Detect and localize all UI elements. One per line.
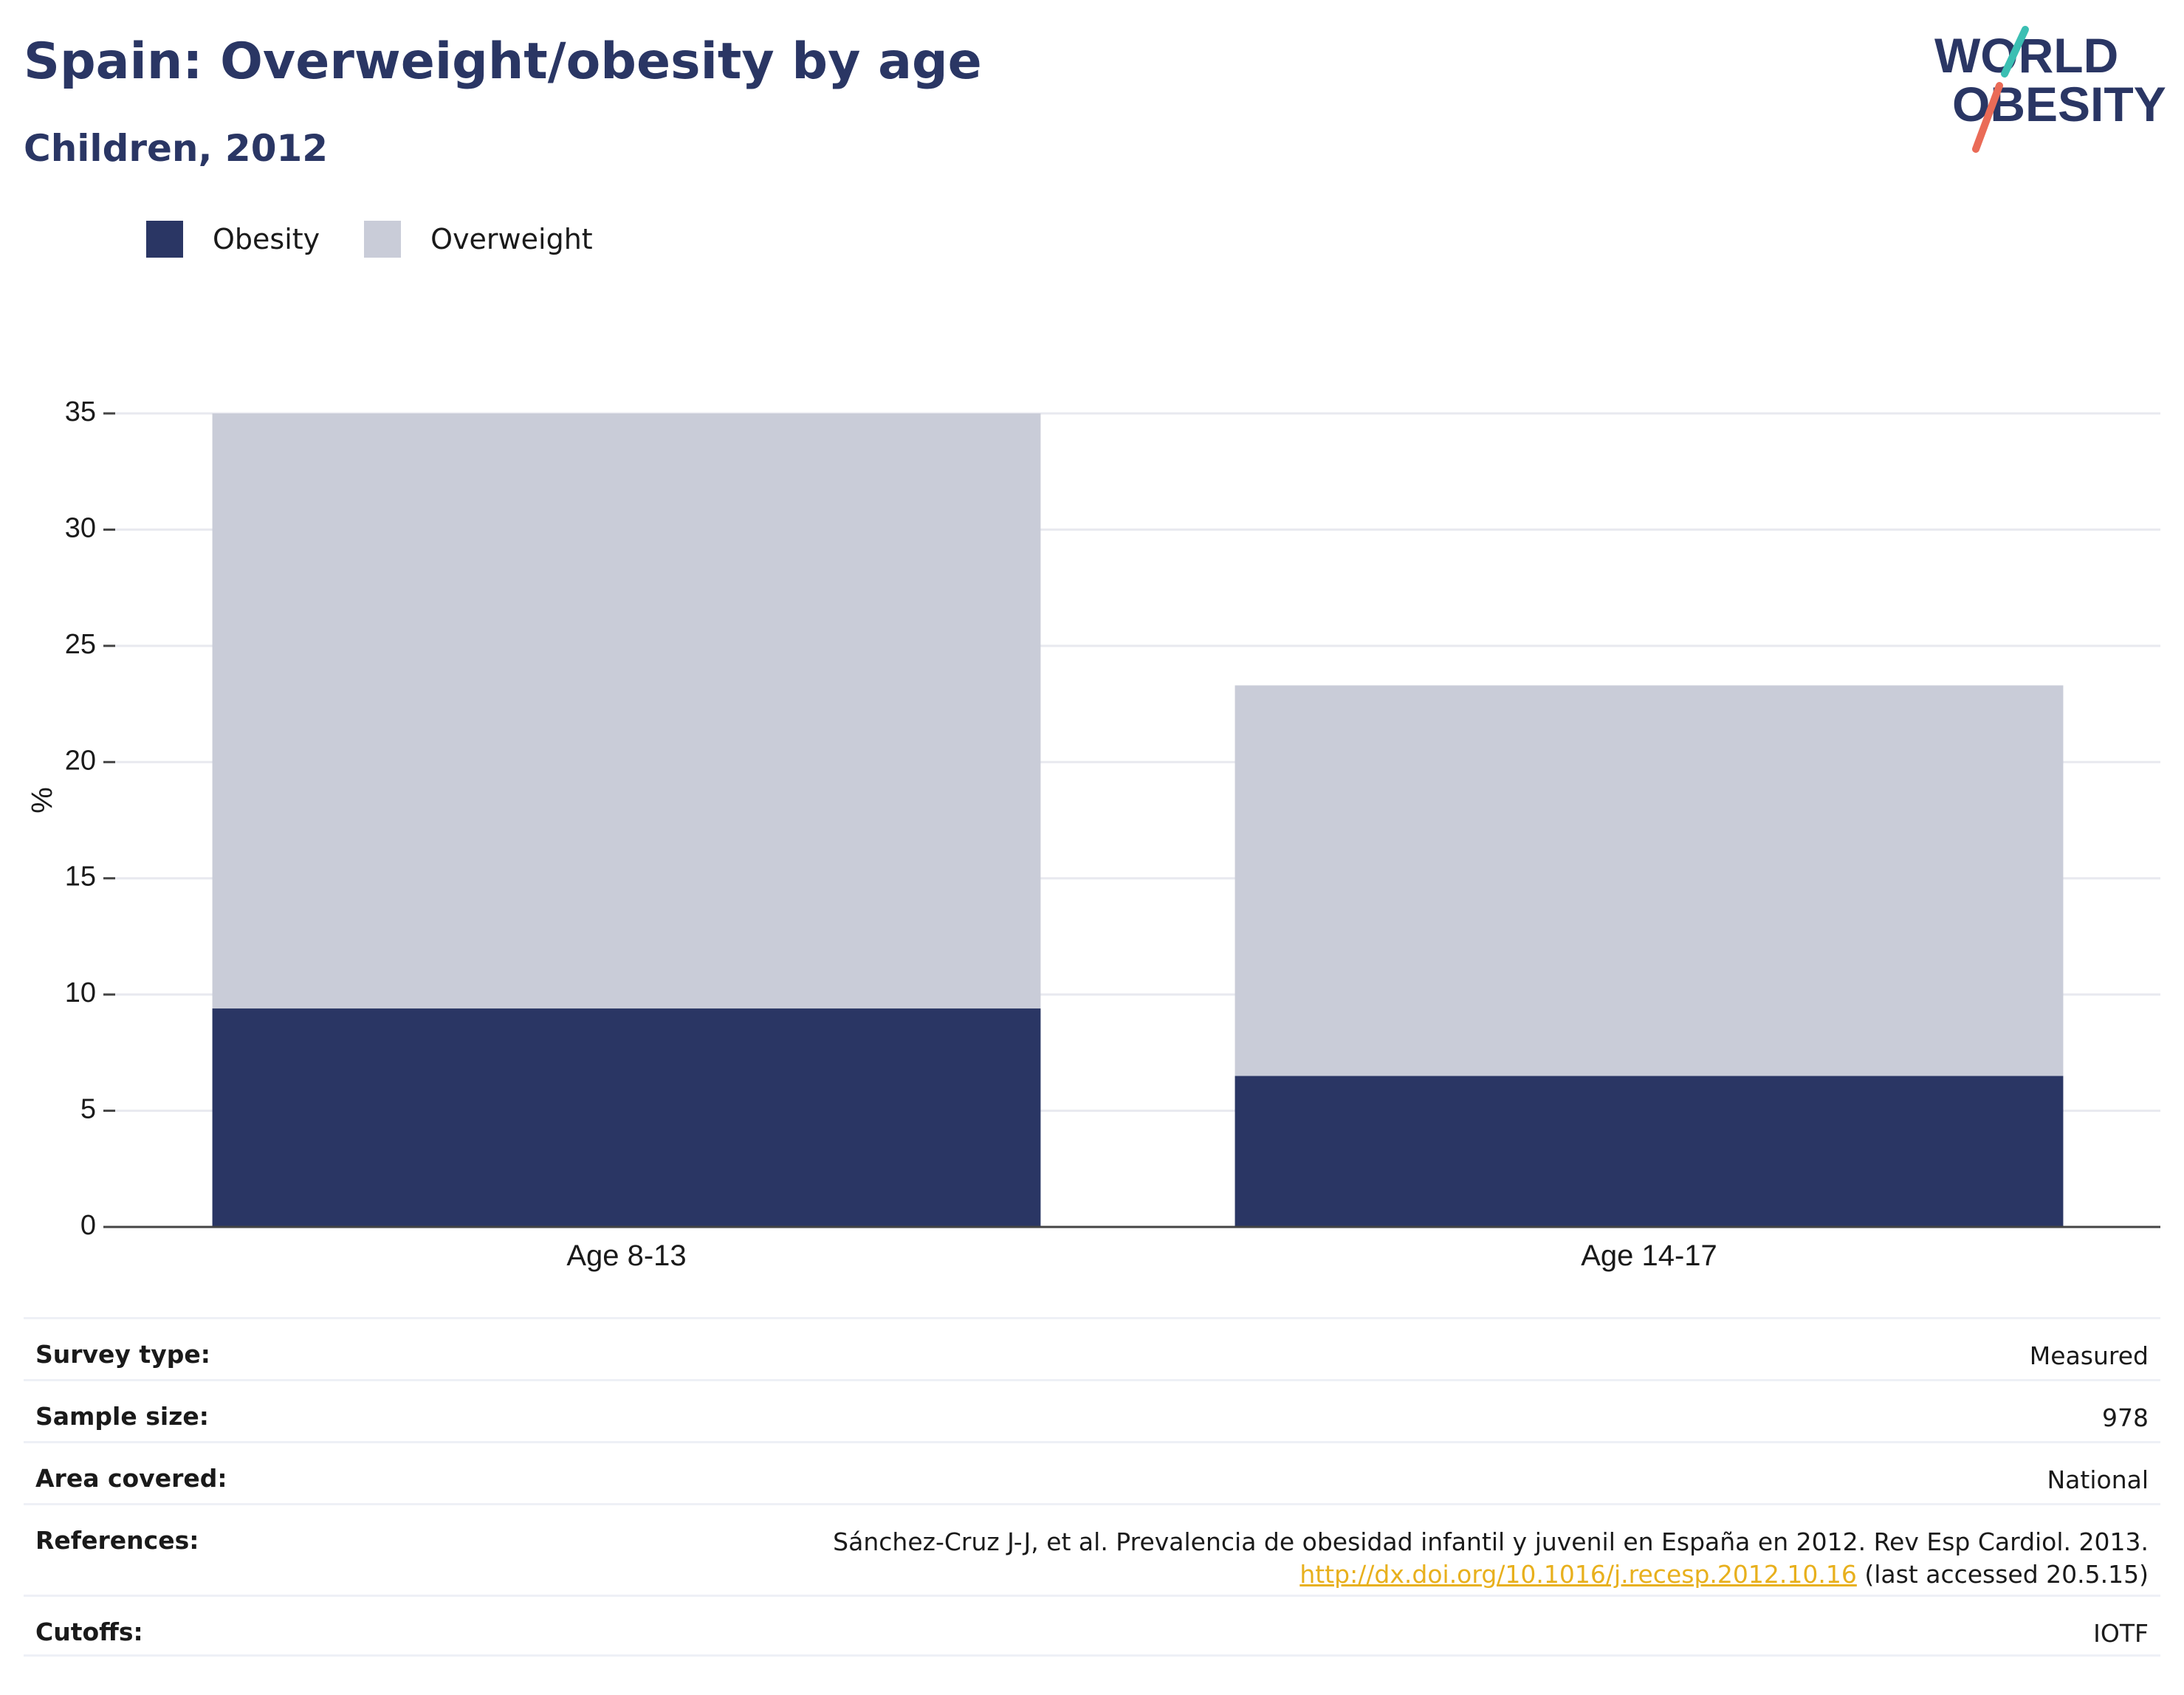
- legend-label-obesity: Obesity: [213, 223, 320, 255]
- survey-info-table: Survey type: Measured Sample size: 978 A…: [24, 1317, 2160, 1657]
- legend-item-overweight[interactable]: Overweight: [364, 221, 593, 258]
- y-axis-label: %: [27, 787, 59, 814]
- y-tick-label: 0: [80, 1210, 96, 1241]
- y-tick-label: 15: [65, 862, 96, 893]
- info-row-sample-size: Sample size: 978: [24, 1379, 2160, 1441]
- x-tick-label: Age 8-13: [566, 1240, 686, 1272]
- area-covered-value: National: [2047, 1465, 2149, 1494]
- x-tick-label: Age 14-17: [1581, 1240, 1717, 1272]
- y-tick-label: 10: [65, 977, 96, 1008]
- bars: [212, 413, 2064, 1227]
- survey-type-value: Measured: [2029, 1341, 2149, 1370]
- info-row-survey-type: Survey type: Measured: [24, 1317, 2160, 1379]
- y-tick-label: 20: [65, 745, 96, 776]
- legend-item-obesity[interactable]: Obesity: [146, 221, 320, 258]
- y-tick-label: 35: [65, 396, 96, 427]
- stacked-bar-chart: 0 5 10 15 20 25 30 35 Age 8-13 Age 14-17 %: [27, 396, 2160, 1272]
- chart-subtitle: Children, 2012: [24, 127, 329, 170]
- references-value: Sánchez-Cruz J-J, et al. Prevalencia de …: [833, 1526, 2149, 1591]
- info-row-references: References: Sánchez-Cruz J-J, et al. Pre…: [24, 1503, 2160, 1595]
- world-obesity-logo: WORLD OBESITY: [1934, 26, 2166, 153]
- y-tick-label: 30: [65, 512, 96, 543]
- y-tick-labels: 0 5 10 15 20 25 30 35: [65, 396, 96, 1241]
- info-row-cutoffs: Cutoffs: IOTF: [24, 1595, 2160, 1657]
- bar-overweight-1[interactable]: [212, 413, 1041, 1009]
- bar-overweight-2[interactable]: [1234, 685, 2064, 1076]
- x-tick-labels: Age 8-13 Age 14-17: [566, 1240, 1717, 1272]
- logo-slash-teal: [2001, 26, 2029, 78]
- info-row-area-covered: Area covered: National: [24, 1441, 2160, 1503]
- area-covered-label: Area covered:: [35, 1464, 227, 1493]
- chart-title: Spain: Overweight/obesity by age: [24, 32, 982, 91]
- legend-swatch-overweight: [364, 221, 402, 258]
- survey-type-label: Survey type:: [35, 1340, 210, 1369]
- y-tick-label: 25: [65, 629, 96, 660]
- references-text: Sánchez-Cruz J-J, et al. Prevalencia de …: [833, 1527, 2149, 1556]
- bar-obesity-2[interactable]: [1234, 1076, 2064, 1227]
- y-tick-label: 5: [80, 1094, 96, 1125]
- sample-size-value: 978: [2102, 1403, 2149, 1432]
- legend-swatch-obesity: [146, 221, 183, 258]
- references-link[interactable]: http://dx.doi.org/10.1016/j.recesp.2012.…: [1299, 1560, 1857, 1589]
- legend-label-overweight: Overweight: [430, 223, 593, 255]
- logo-slash-coral: [1972, 82, 2003, 153]
- references-suffix: (last accessed 20.5.15): [1864, 1560, 2149, 1589]
- cutoffs-label: Cutoffs:: [35, 1617, 143, 1646]
- bar-obesity-1[interactable]: [212, 1008, 1041, 1227]
- cutoffs-value: IOTF: [2093, 1619, 2149, 1648]
- sample-size-label: Sample size:: [35, 1402, 209, 1431]
- references-label: References:: [35, 1526, 199, 1555]
- chart-legend: Obesity Overweight: [146, 220, 637, 258]
- logo-text-world: WORLD: [1934, 28, 2118, 83]
